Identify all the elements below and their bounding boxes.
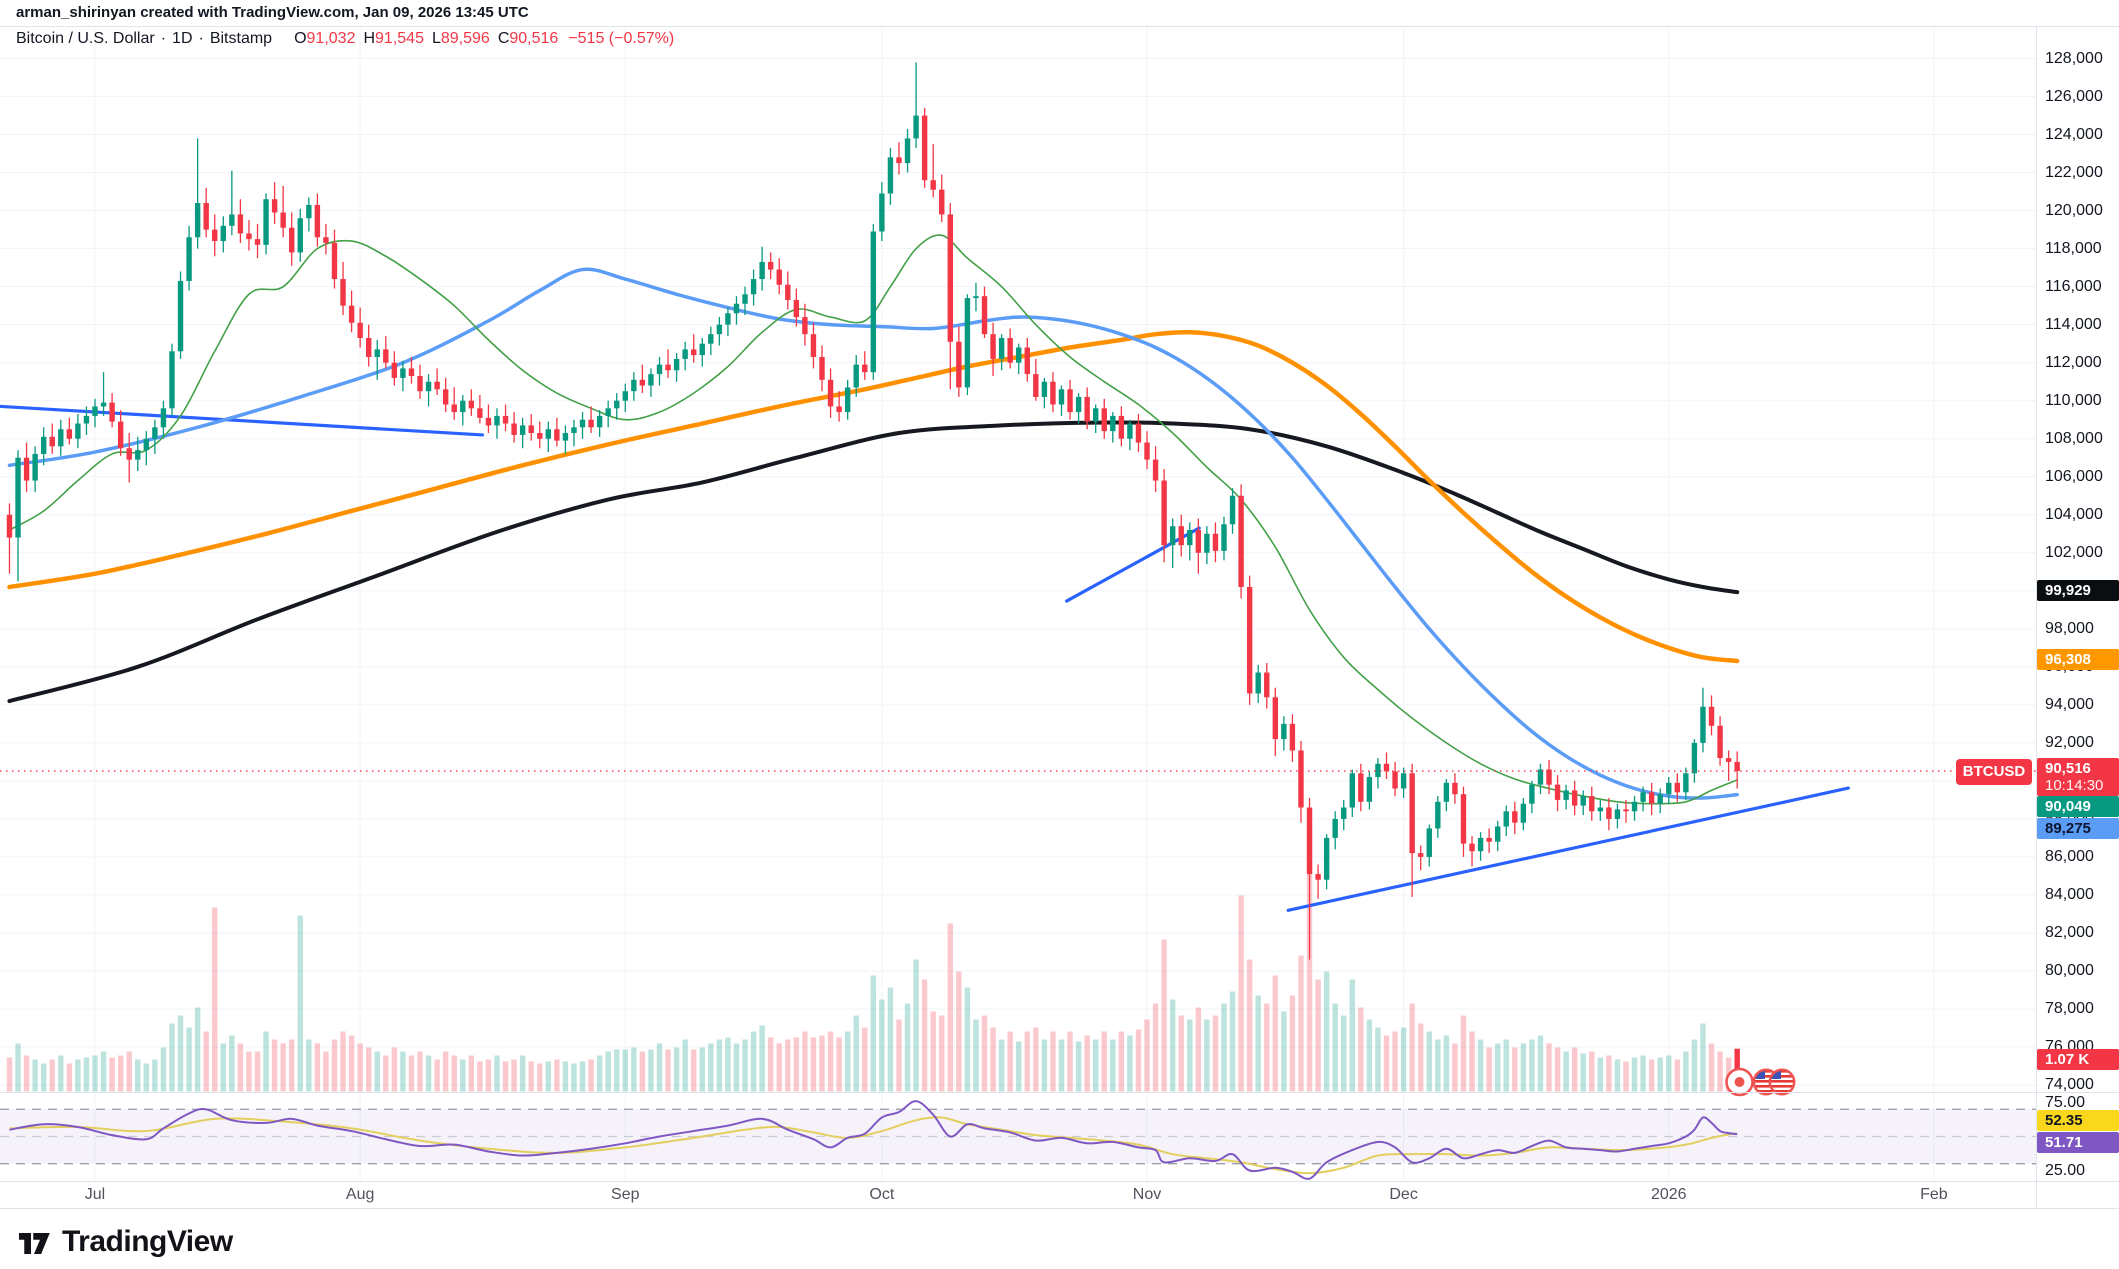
ema21-price-badge: 90,049 (2037, 796, 2119, 817)
rsi-ma-badge: 52.35 (2037, 1110, 2119, 1131)
ema21-overlay (8, 234, 1738, 805)
tradingview-logo[interactable]: TradingView (16, 1224, 233, 1260)
sma200-price-badge: 99,929 (2037, 580, 2119, 601)
price-axis-label: 106,000 (2045, 467, 2103, 485)
sma200-line (7, 420, 1740, 704)
month-label-nov: Nov (1132, 1186, 1162, 1203)
price-axis-label: 116,000 (2045, 277, 2102, 295)
ohlc-value: 91,032 (306, 30, 356, 47)
event-icons[interactable] (1725, 1067, 1796, 1097)
month-label-aug: Aug (345, 1186, 375, 1203)
last-price-value: 90,516 (2045, 760, 2091, 777)
trendline-descending-resistance[interactable] (0, 404, 485, 437)
price-axis-label: 94,000 (2045, 695, 2094, 713)
rsi-lines (9, 1100, 1738, 1180)
price-axis-label: 124,000 (2045, 125, 2103, 143)
ohlc-value: 89,596 (440, 30, 490, 47)
pane-divider-price-rsi[interactable] (0, 1092, 2119, 1093)
tradingview-mark-icon (19, 1233, 50, 1254)
sma100-price-badge: 96,308 (2037, 649, 2119, 670)
rsi-axis-label: 75.00 (2045, 1093, 2086, 1111)
volume-badge: 1.07 K (2037, 1049, 2119, 1070)
trendlines (0, 404, 1850, 912)
tradingview-wordmark: TradingView (62, 1225, 233, 1258)
month-label-dec: Dec (1389, 1186, 1418, 1203)
ohlc-key: H (363, 30, 376, 47)
ohlc-values: O91,032 H91,545 L89,596 C90,516 (286, 30, 558, 47)
us-flag-event-icon[interactable] (1768, 1068, 1796, 1096)
ohlc-key: L (431, 30, 441, 47)
trendline-november-support[interactable] (1065, 526, 1201, 603)
rsi-band (0, 1108, 2036, 1165)
interval-label: 1D (172, 30, 193, 47)
pane-divider-rsi-time (0, 1181, 2119, 1182)
price-axis-label: 118,000 (2045, 239, 2102, 257)
price-axis-label: 122,000 (2045, 163, 2103, 181)
price-axis-label: 92,000 (2045, 733, 2094, 751)
price-axis-label: 104,000 (2045, 505, 2103, 523)
exchange-label: Bitstamp (209, 30, 273, 47)
price-axis-label: 120,000 (2045, 201, 2103, 219)
price-axis-label: 84,000 (2045, 885, 2094, 903)
axis-divider (2036, 26, 2037, 1208)
price-axis-label: 110,000 (2045, 391, 2102, 409)
top-divider (0, 26, 2119, 27)
price-axis-label: 126,000 (2045, 87, 2103, 105)
sma100-overlay (7, 329, 1740, 664)
attribution-text: arman_shirinyan created with TradingView… (16, 4, 529, 21)
rsi-line (9, 1100, 1738, 1180)
symbol-legend[interactable]: Bitcoin / U.S. Dollar · 1D · Bitstamp O91,032… (16, 30, 674, 48)
legend-separator: · (198, 30, 204, 47)
month-label-oct: Oct (869, 1186, 895, 1203)
countdown-timer: 10:14:30 (2045, 777, 2104, 794)
price-axis-label: 102,000 (2045, 543, 2103, 561)
rsi-badge: 51.71 (2037, 1132, 2119, 1153)
trendline-long-ascending-support[interactable] (1286, 786, 1850, 912)
attribution-label: arman_shirinyan created with TradingView… (16, 4, 529, 21)
sma50-price-badge: 89,275 (2037, 818, 2119, 839)
ohlc-value: 90,516 (509, 30, 559, 47)
grid-lines (0, 26, 2036, 1181)
symbol-price-marker: BTCUSD (1956, 759, 2032, 785)
sma50-overlay (7, 267, 1739, 800)
bottom-divider (0, 1208, 2119, 1209)
price-axis-label: 74,000 (2045, 1076, 2094, 1094)
price-axis-label: 80,000 (2045, 961, 2094, 979)
symbol-title: Bitcoin / U.S. Dollar (16, 30, 155, 47)
month-label-2026: 2026 (1650, 1186, 1687, 1203)
month-label-jul: Jul (84, 1186, 106, 1203)
price-axis-label: 86,000 (2045, 847, 2094, 865)
ema21-line (8, 234, 1738, 805)
last-price-badge: 90,516 10:14:30 (2037, 758, 2119, 796)
month-label-feb: Feb (1920, 1186, 1948, 1203)
sma200-overlay (7, 420, 1740, 704)
ohlc-key: O (294, 30, 307, 47)
legend-separator: · (160, 30, 167, 47)
price-axis-label: 112,000 (2045, 353, 2102, 371)
price-axis-label: 82,000 (2045, 923, 2094, 941)
ohlc-value: 91,545 (375, 30, 424, 47)
change-label: −515 (−0.57%) (568, 30, 675, 47)
candlesticks (6, 62, 1740, 960)
ohlc-key: C (497, 30, 510, 47)
price-axis-label: 78,000 (2045, 999, 2094, 1017)
price-axis-label: 114,000 (2045, 315, 2102, 333)
price-axis-label: 108,000 (2045, 429, 2103, 447)
price-axis-label: 128,000 (2045, 49, 2103, 67)
rsi-axis-label: 25.00 (2045, 1161, 2086, 1179)
price-axis-label: 98,000 (2045, 619, 2094, 637)
month-label-sep: Sep (611, 1186, 640, 1203)
sma100-line (7, 329, 1740, 664)
sma50-line (7, 267, 1739, 800)
